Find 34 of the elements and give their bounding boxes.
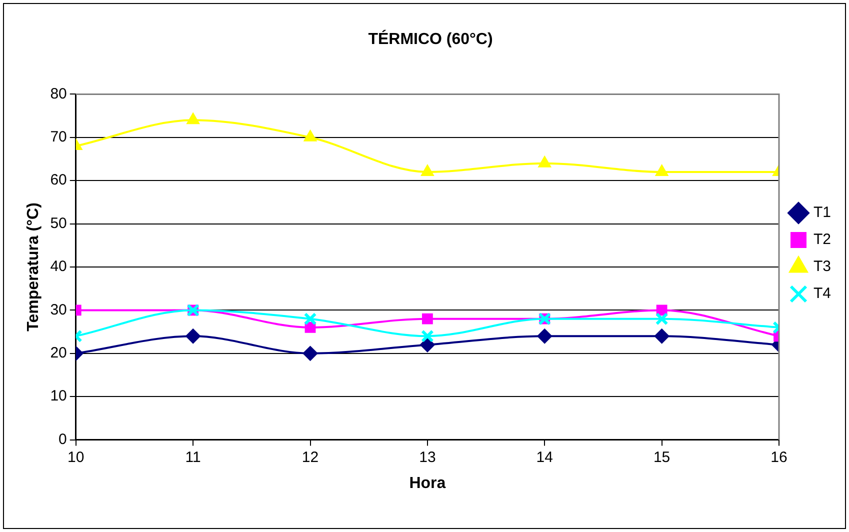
y-tick-label: 10 xyxy=(50,388,67,405)
point xyxy=(186,328,201,344)
point xyxy=(420,337,435,352)
legend-label: T4 xyxy=(813,285,832,302)
legend-label: T1 xyxy=(813,204,832,222)
y-tick-label: 30 xyxy=(50,301,67,318)
point xyxy=(420,330,434,343)
x-tick-label: 14 xyxy=(536,448,553,466)
legend-label: T3 xyxy=(813,258,832,276)
point xyxy=(304,312,317,326)
x-tick-label: 16 xyxy=(770,448,788,466)
point xyxy=(304,130,317,142)
point xyxy=(422,313,433,324)
y-tick-label: 50 xyxy=(50,214,67,232)
x-tick-label: 10 xyxy=(68,448,84,466)
y-tick-label: 70 xyxy=(50,128,67,146)
y-axis-title: Temperatura (°C) xyxy=(25,202,42,332)
point xyxy=(420,164,434,176)
chart-title: TÉRMICO (60°C) xyxy=(368,29,493,48)
y-tick-label: 20 xyxy=(50,344,67,362)
point xyxy=(302,346,318,361)
point xyxy=(537,328,552,344)
y-tick-label: 60 xyxy=(50,172,67,189)
point xyxy=(186,112,200,124)
x-tick-label: 11 xyxy=(185,448,201,466)
x-tick-label: 12 xyxy=(302,448,319,466)
y-tick-label: 0 xyxy=(58,430,67,448)
legend-label: T2 xyxy=(813,231,832,248)
x-tick-label: 13 xyxy=(419,448,436,466)
x-axis-title: Hora xyxy=(409,474,446,492)
x-tick-label: 15 xyxy=(653,448,670,466)
point xyxy=(538,156,552,168)
y-tick-label: 40 xyxy=(50,258,67,276)
y-tick-label: 80 xyxy=(50,85,67,102)
